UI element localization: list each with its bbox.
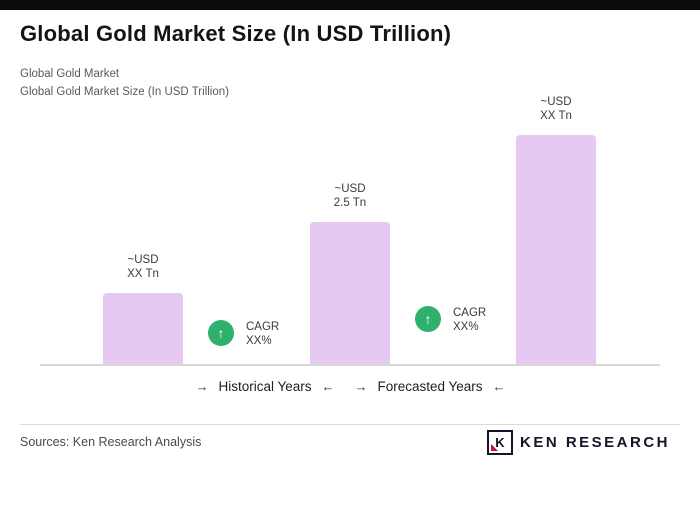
ken-research-logo: K KEN RESEARCH	[487, 430, 670, 455]
footer-divider	[20, 424, 680, 425]
cagr-badge-icon: ↑	[415, 306, 441, 332]
bar-value-line2: XX Tn	[127, 268, 159, 280]
cagr-label: CAGR	[453, 307, 487, 319]
logo-wordmark: KEN RESEARCH	[520, 434, 671, 451]
cagr-badge-text: CAGR XX%	[246, 320, 279, 348]
cagr-badge-text: CAGR XX%	[453, 306, 486, 334]
cagr-badge-2: ↑ CAGR XX%	[415, 306, 486, 334]
bar-column-forecast: ~USD XX Tn	[516, 95, 596, 364]
chart-bar	[103, 293, 183, 364]
bar-value-label: ~USD XX Tn	[127, 253, 159, 281]
subtitle-line-2: Global Gold Market Size (In USD Trillion…	[20, 86, 229, 98]
bar-value-label: ~USD XX Tn	[540, 95, 572, 123]
chart-bar	[310, 222, 390, 364]
axis-group-label: Historical Years	[218, 379, 312, 394]
sources-text: Sources: Ken Research Analysis	[20, 435, 202, 449]
cagr-label: CAGR	[246, 321, 280, 333]
cagr-badge-1: ↑ CAGR XX%	[208, 320, 279, 348]
subtitle-line-1: Global Gold Market	[20, 68, 120, 80]
bar-value-label: ~USD 2.5 Tn	[334, 182, 366, 210]
bar-column-historical: ~USD XX Tn	[103, 253, 183, 364]
left-arrow-icon: ←	[492, 379, 506, 394]
right-arrow-icon: →	[354, 379, 368, 394]
cagr-value: XX%	[246, 335, 272, 347]
cagr-value: XX%	[453, 321, 479, 333]
chart-bar	[516, 135, 596, 364]
logo-letter: K	[495, 435, 505, 450]
page-title: Global Gold Market Size (In USD Trillion…	[20, 21, 452, 46]
bar-column-middle: ~USD 2.5 Tn	[310, 182, 390, 364]
axis-group-historical: → Historical Years ←	[180, 379, 350, 394]
top-accent-bar	[0, 0, 700, 10]
cagr-badge-icon: ↑	[208, 320, 234, 346]
bar-value-line1: ~USD	[540, 96, 572, 108]
left-arrow-icon: ←	[321, 379, 335, 394]
bar-value-line2: 2.5 Tn	[333, 197, 367, 209]
bar-value-line1: ~USD	[127, 254, 159, 266]
up-arrow-icon: ↑	[217, 325, 225, 341]
axis-group-forecasted: → Forecasted Years ←	[345, 379, 515, 394]
up-arrow-icon: ↑	[424, 311, 432, 327]
bar-value-line2: XX Tn	[540, 110, 572, 122]
right-arrow-icon: →	[195, 379, 209, 394]
axis-group-label: Forecasted Years	[377, 379, 483, 394]
bar-value-line1: ~USD	[334, 183, 366, 195]
chart-baseline	[40, 364, 660, 366]
ken-research-logo-mark-icon: K	[487, 430, 513, 455]
